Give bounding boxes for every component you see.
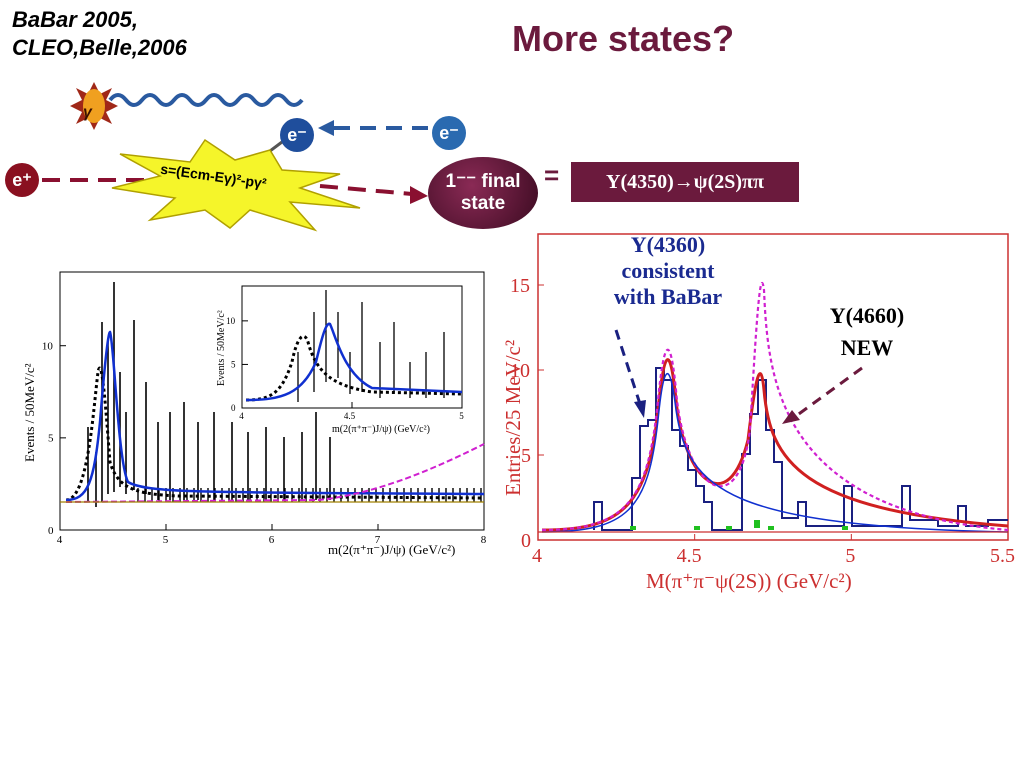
x-tick-label: 5 [845,545,855,567]
final-state-line-2: state [460,193,506,214]
left-inset-chart: Events / 50MeV/c² m(2(π⁺π⁻)J/ψ) (GeV/c²)… [216,285,464,435]
electron-ball-left: e⁻ [280,118,314,152]
y-tick-label: 0 [521,530,531,552]
y-tick-label: 5 [521,445,531,467]
y-tick-label: 0 [48,525,54,537]
y4360-annotation: Y(4360) consistent with BaBar [582,232,754,310]
right-background-marks [630,520,848,530]
header-citation: BaBar 2005, CLEO,Belle,2006 [12,6,187,62]
y-tick-label: 15 [510,275,530,297]
photon-wave [108,93,304,107]
positron-ball: e⁺ [5,163,39,197]
right-chart-ticks: 4 4.5 5 5.5 0 5 10 15 [510,275,1015,567]
y-tick-label: 10 [226,316,236,326]
left-fit-blue [65,330,485,502]
left-chart-ticks: 4 5 6 7 8 0 5 10 [42,341,487,546]
page-title: More states? [512,18,735,59]
y4360-line-1: Y(4360) [630,232,706,257]
x-tick-label: 4 [532,545,542,567]
inset-xlabel: m(2(π⁺π⁻)J/ψ) (GeV/c²) [332,424,430,435]
y4350-box: Y(4350)→ψ(2S)ππ [571,162,799,202]
final-state-line-1: 1⁻⁻ final [445,171,521,192]
left-chart-ylabel: Events / 50MeV/c² [22,363,37,462]
y-tick-label: 10 [42,341,54,353]
right-chart-xlabel: M(π⁺π⁻ψ(2S)) (GeV/c²) [646,569,852,593]
y4360-line-3: with BaBar [613,284,723,309]
header-line-1: BaBar 2005, [12,7,138,32]
gamma-label: γ [83,104,92,121]
x-tick-label: 7 [375,534,381,546]
process-diagram [42,82,428,232]
annotation-arrows [614,329,863,424]
y-tick-label: 5 [231,360,236,370]
equals-sign: = [544,160,560,190]
inset-ylabel: Events / 50MeV/c² [216,310,227,386]
x-tick-label: 4.5 [344,411,356,421]
right-chart-ylabel: Entries/25 MeV/c² [501,340,525,496]
y-tick-label: 10 [510,360,530,382]
x-tick-label: 8 [481,534,487,546]
x-tick-label: 4 [57,534,63,546]
y4660-annotation: Y(4660) NEW [812,300,922,364]
right-chart: Entries/25 MeV/c² M(π⁺π⁻ψ(2S)) (GeV/c²) … [501,233,1015,593]
x-tick-label: 5.5 [990,545,1015,567]
x-tick-label: 5 [459,411,464,421]
left-chart-xlabel: m(2(π⁺π⁻)J/ψ) (GeV/c²) [328,542,455,557]
x-tick-label: 4 [239,411,244,421]
left-fit-black-dotted [65,366,485,502]
y4660-line-2: NEW [840,335,894,360]
y-tick-label: 0 [231,403,236,413]
x-tick-label: 6 [269,534,275,546]
right-fit-red [541,358,1009,532]
y4360-line-2: consistent [621,258,715,283]
inset-fit-blue [245,322,463,402]
electron-ball-right: e⁻ [432,116,466,150]
collision-star [111,138,361,232]
left-fit-magenta [65,443,485,503]
x-tick-label: 4.5 [677,545,702,567]
final-state-oval: 1⁻⁻ final state [428,157,538,229]
inset-fit-black [245,334,463,402]
right-fit-blue [541,372,1009,533]
header-line-2: CLEO,Belle,2006 [12,35,187,60]
inset-ticks: 4 4.5 5 0 5 10 [226,316,464,421]
y-tick-label: 5 [48,433,54,445]
x-tick-label: 5 [163,534,169,546]
right-fit-magenta-dotted [541,282,1009,532]
y4660-line-1: Y(4660) [829,303,905,328]
